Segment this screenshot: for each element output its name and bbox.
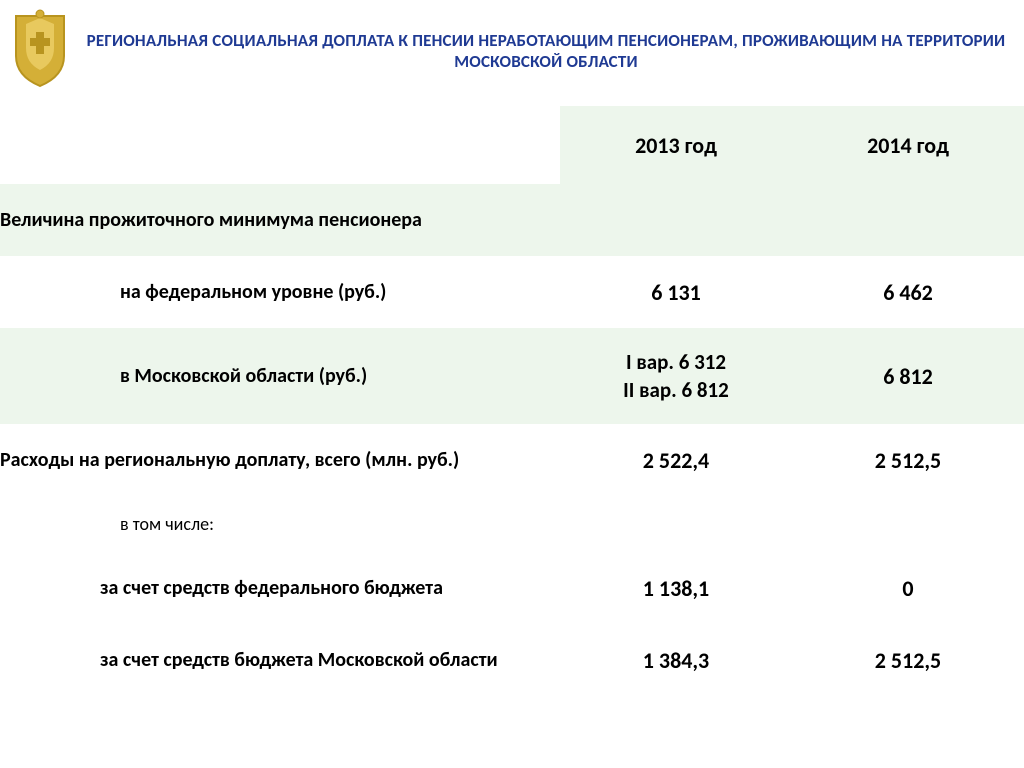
table-row: в том числе: bbox=[0, 496, 1024, 552]
cell-2014: 2 512,5 bbox=[792, 624, 1024, 696]
cell-2013: I вар. 6 312 II вар. 6 812 bbox=[560, 328, 792, 424]
cell-2013: 1 384,3 bbox=[560, 624, 792, 696]
table-row: Расходы на региональную доплату, всего (… bbox=[0, 424, 1024, 496]
cell-2014: 0 bbox=[792, 552, 1024, 624]
row-label: за счет средств федерального бюджета bbox=[0, 552, 560, 624]
header-blank bbox=[0, 106, 560, 184]
cell-2014: 6 812 bbox=[792, 328, 1024, 424]
cell-2013: 1 138,1 bbox=[560, 552, 792, 624]
row-label: Величина прожиточного минимума пенсионер… bbox=[0, 184, 560, 256]
row-label: в Московской области (руб.) bbox=[0, 328, 560, 424]
cell-2013-line1: I вар. 6 312 bbox=[560, 348, 792, 376]
cell-2014: 6 462 bbox=[792, 256, 1024, 328]
table-header-row: 2013 год 2014 год bbox=[0, 106, 1024, 184]
header-2014: 2014 год bbox=[792, 106, 1024, 184]
page-title: РЕГИОНАЛЬНАЯ СОЦИАЛЬНАЯ ДОПЛАТА К ПЕНСИИ… bbox=[86, 24, 1006, 73]
table-row: в Московской области (руб.) I вар. 6 312… bbox=[0, 328, 1024, 424]
cell-2013 bbox=[560, 496, 792, 552]
pension-supplement-table: 2013 год 2014 год Величина прожиточного … bbox=[0, 106, 1024, 696]
cell-2013-line2: II вар. 6 812 bbox=[560, 376, 792, 404]
cell-2013 bbox=[560, 184, 792, 256]
row-label: на федеральном уровне (руб.) bbox=[0, 256, 560, 328]
row-label: Расходы на региональную доплату, всего (… bbox=[0, 424, 560, 496]
table-row: за счет средств бюджета Московской облас… bbox=[0, 624, 1024, 696]
cell-2013: 6 131 bbox=[560, 256, 792, 328]
table-row: Величина прожиточного минимума пенсионер… bbox=[0, 184, 1024, 256]
row-label: за счет средств бюджета Московской облас… bbox=[0, 624, 560, 696]
cell-2014: 2 512,5 bbox=[792, 424, 1024, 496]
row-label: в том числе: bbox=[0, 496, 560, 552]
table-row: на федеральном уровне (руб.) 6 131 6 462 bbox=[0, 256, 1024, 328]
page-header: РЕГИОНАЛЬНАЯ СОЦИАЛЬНАЯ ДОПЛАТА К ПЕНСИИ… bbox=[0, 0, 1024, 88]
cell-2013: 2 522,4 bbox=[560, 424, 792, 496]
table-row: за счет средств федерального бюджета 1 1… bbox=[0, 552, 1024, 624]
cell-2014 bbox=[792, 184, 1024, 256]
header-2013: 2013 год bbox=[560, 106, 792, 184]
cell-2014 bbox=[792, 496, 1024, 552]
moscow-oblast-coat-of-arms-icon bbox=[6, 8, 74, 88]
